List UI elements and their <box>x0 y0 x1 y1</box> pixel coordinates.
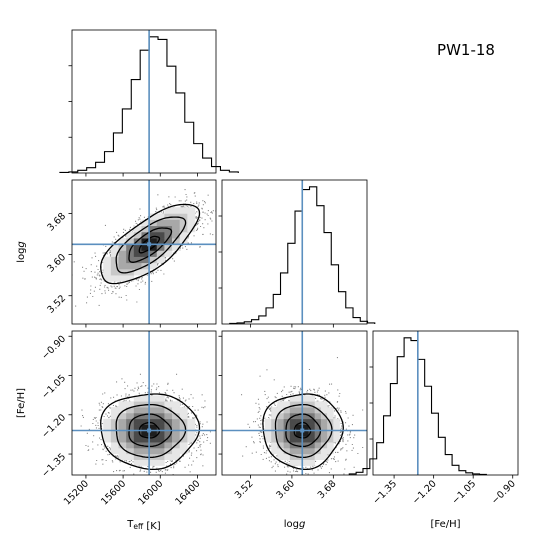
y-axis-label-feh: [Fe/H] <box>16 388 27 418</box>
hist-logg <box>218 179 376 328</box>
x-tick-label-teff: 16400 <box>173 478 202 507</box>
panel-frame <box>71 179 217 325</box>
x-tick-label-logg: 3.52 <box>233 478 256 501</box>
y-tick-label-feh: −1.20 <box>40 412 68 440</box>
x-tick-label-feh: −1.20 <box>410 478 438 506</box>
panel-frame <box>221 330 368 476</box>
x-tick-label-teff: 16000 <box>136 478 165 507</box>
hist-feh <box>348 330 519 479</box>
contour-level <box>115 216 187 274</box>
y-axis-label-logg: logg <box>16 241 27 263</box>
x-axis-label-teff: Teff [K] <box>126 519 161 532</box>
panel-feh-vs-teff <box>68 330 217 479</box>
y-tick-label-logg: 3.60 <box>45 252 68 275</box>
panel-feh-vs-logg <box>218 330 368 479</box>
star-label: PW1-18 <box>437 41 495 59</box>
y-tick-label-feh: −1.35 <box>40 451 68 479</box>
y-tick-label-logg: 3.52 <box>45 293 68 316</box>
y-tick-label-logg: 3.68 <box>45 211 68 234</box>
x-tick-label-feh: −1.35 <box>371 478 399 506</box>
x-tick-label-teff: 15200 <box>62 478 91 507</box>
x-tick-label-logg: 3.68 <box>316 478 339 501</box>
x-tick-label-feh: −0.90 <box>489 478 517 506</box>
y-tick-label-feh: −1.05 <box>40 373 68 401</box>
hist-teff <box>59 29 239 177</box>
contour-level <box>100 203 201 285</box>
x-tick-label-logg: 3.60 <box>274 478 297 501</box>
x-tick-label-feh: −1.05 <box>450 478 478 506</box>
panel-logg-vs-teff <box>68 179 217 328</box>
contour-level <box>138 235 161 254</box>
x-axis-label-logg: logg <box>284 519 306 530</box>
x-axis-label-feh: [Fe/H] <box>430 519 460 530</box>
contour-level <box>128 227 173 263</box>
x-tick-label-teff: 15600 <box>99 478 128 507</box>
panel-frame <box>71 330 217 476</box>
panel-frame <box>71 29 217 174</box>
y-tick-label-feh: −0.90 <box>40 334 68 362</box>
